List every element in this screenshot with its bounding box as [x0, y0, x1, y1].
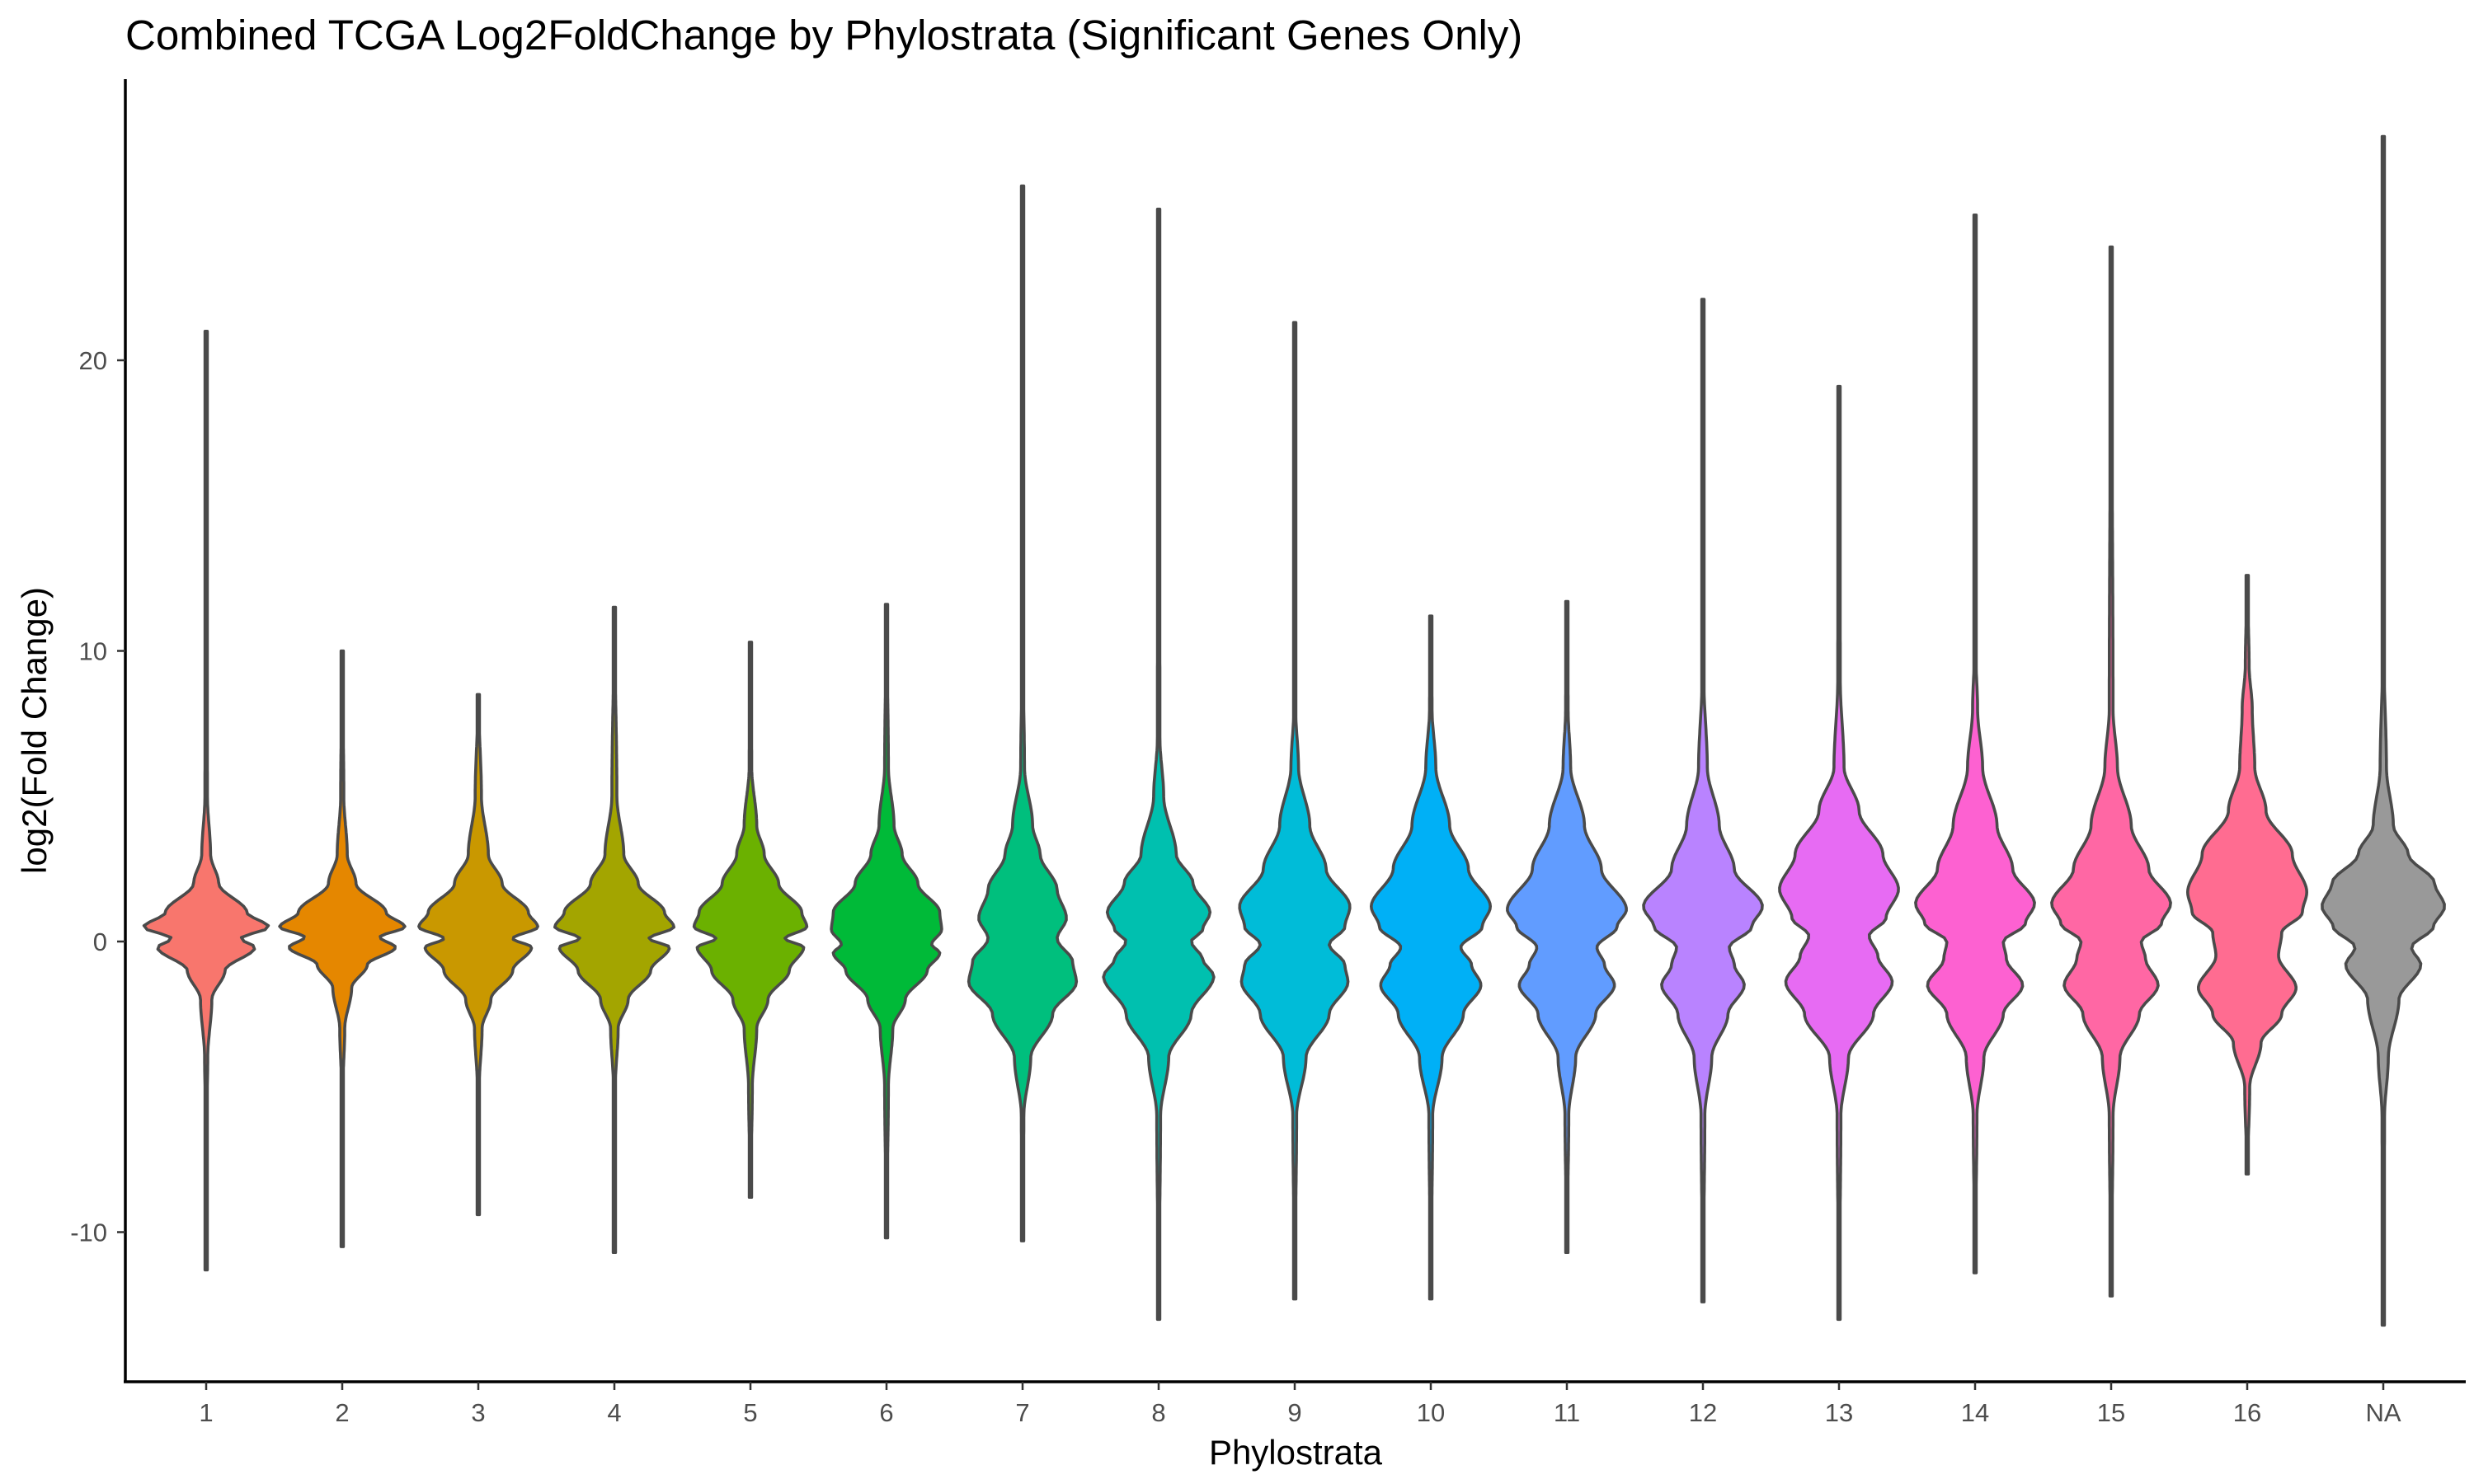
x-tick-label: 8 [1151, 1398, 1165, 1427]
y-tick-label: 0 [93, 928, 107, 956]
violin-11 [1506, 599, 1628, 1254]
x-tick-label: NA [2365, 1398, 2401, 1427]
violin-NA [2321, 134, 2446, 1327]
y-tick-label: 10 [79, 637, 107, 666]
violin-16 [2186, 574, 2308, 1176]
x-tick-label: 3 [471, 1398, 485, 1427]
x-tick-label: 14 [1961, 1398, 1989, 1427]
violin-12 [1642, 298, 1764, 1303]
x-tick-label: 9 [1287, 1398, 1301, 1427]
violin-14 [1914, 214, 2036, 1275]
violin-4 [553, 605, 675, 1254]
x-tick-label: 4 [607, 1398, 621, 1427]
x-tick-label: 16 [2233, 1398, 2261, 1427]
violin-7 [967, 184, 1079, 1242]
x-tick-label: 1 [199, 1398, 213, 1427]
x-tick-label: 13 [1825, 1398, 1853, 1427]
y-axis-ticks: -10 0 10 20 [70, 346, 125, 1247]
violin-9 [1238, 321, 1352, 1301]
violin-3 [417, 693, 539, 1217]
violin-8 [1102, 207, 1216, 1322]
x-tick-label: 7 [1015, 1398, 1029, 1427]
chart-title: Combined TCGA Log2FoldChange by Phylostr… [125, 12, 1522, 59]
violin-13 [1778, 384, 1900, 1322]
x-tick-label: 5 [743, 1398, 757, 1427]
violin-10 [1370, 614, 1492, 1301]
x-tick-label: 10 [1417, 1398, 1445, 1427]
violin-6 [830, 603, 943, 1240]
x-axis-ticks: 1 2 3 4 5 6 7 8 9 10 11 12 13 14 15 16 NA [199, 1382, 2401, 1427]
y-tick-label: -10 [70, 1219, 107, 1247]
violin-2 [278, 649, 407, 1248]
x-tick-label: 12 [1689, 1398, 1717, 1427]
y-tick-label: 20 [79, 346, 107, 375]
x-tick-label: 2 [335, 1398, 349, 1427]
y-axis-title: log2(Fold Change) [15, 587, 54, 874]
x-tick-label: 6 [879, 1398, 893, 1427]
x-tick-label: 15 [2097, 1398, 2125, 1427]
violin-1 [142, 330, 270, 1272]
x-tick-label: 11 [1554, 1398, 1580, 1427]
violin-series [142, 134, 2446, 1327]
violin-15 [2050, 245, 2172, 1298]
violin-5 [692, 641, 809, 1199]
x-axis-title: Phylostrata [1209, 1433, 1383, 1472]
